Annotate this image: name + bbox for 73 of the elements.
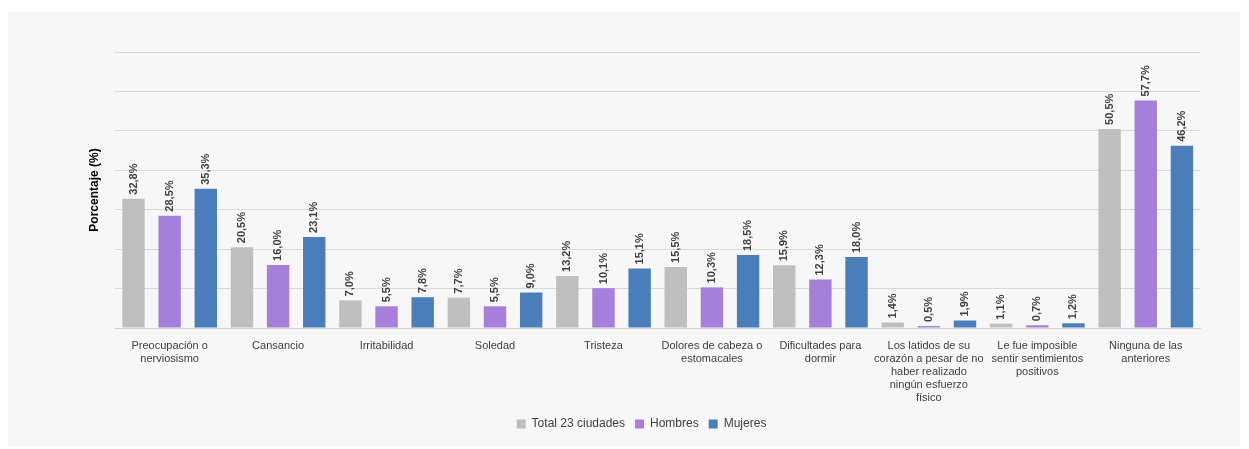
bar	[953, 320, 977, 328]
bar	[194, 188, 217, 328]
bar	[411, 297, 434, 328]
bar	[989, 323, 1013, 328]
bar	[447, 297, 471, 328]
bar	[375, 306, 398, 328]
bar	[158, 215, 181, 328]
x-tick-label: Irritabilidad	[359, 338, 414, 351]
data-label: 10,3%	[704, 251, 717, 284]
bar	[230, 247, 254, 328]
bar	[339, 300, 362, 328]
bar	[881, 322, 904, 328]
x-tick-label: Dolores de cabeza o estomacales	[661, 338, 763, 364]
x-tick-label: Los latidos de su corazón a pesar de no haber realizado ningún esfuerzo físico	[874, 338, 984, 404]
data-label: 7,8%	[415, 267, 428, 294]
bar	[628, 268, 651, 328]
bar	[483, 306, 507, 328]
data-label: 46,2%	[1174, 110, 1187, 142]
data-label: 12,3%	[813, 244, 826, 276]
x-tick-label: Soledad	[474, 338, 516, 351]
data-label: 13,2%	[560, 240, 573, 272]
data-label: 57,7%	[1138, 65, 1151, 97]
data-label: 20,5%	[234, 211, 247, 244]
data-label: 18,0%	[849, 221, 862, 254]
data-label: 7,7%	[451, 268, 464, 294]
data-label: 15,5%	[668, 231, 681, 263]
data-label: 15,9%	[777, 229, 790, 262]
data-label: 35,3%	[198, 153, 211, 185]
data-label: 18,5%	[741, 219, 754, 252]
bar	[845, 257, 868, 328]
bar	[1170, 145, 1194, 328]
data-label: 32,8%	[126, 163, 139, 195]
bar	[519, 292, 543, 328]
bar	[592, 288, 615, 328]
data-label: 16,0%	[271, 229, 284, 261]
legend-label: Mujeres	[723, 416, 767, 431]
data-label: 23,1%	[307, 201, 320, 233]
bar	[700, 287, 724, 328]
data-label: 1,1%	[994, 294, 1007, 320]
data-label: 1,4%	[885, 293, 898, 319]
x-tick-label: Ninguna de las anteriores	[1109, 338, 1183, 364]
data-label: 9,0%	[524, 263, 537, 289]
bar	[303, 236, 326, 328]
bar	[664, 266, 687, 328]
bar	[266, 264, 290, 328]
bar	[122, 198, 145, 328]
x-tick-label: Le fue imposible sentir sentimientos positivos	[991, 338, 1084, 378]
data-label: 1,9%	[958, 291, 971, 317]
data-label: 0,5%	[921, 296, 934, 323]
data-label: 5,5%	[488, 277, 501, 303]
bar	[556, 275, 579, 328]
x-tick-label: Preocupación o nerviosismo	[131, 338, 208, 364]
data-label: 28,5%	[162, 180, 175, 212]
x-tick-label: Dificultades para dormir	[779, 338, 863, 364]
data-label: 10,1%	[596, 252, 609, 285]
x-tick-label: Tristeza	[584, 338, 624, 351]
bar	[809, 279, 832, 328]
bar	[773, 265, 796, 328]
data-label: 1,2%	[1066, 293, 1079, 320]
x-tick-label: Cansancio	[252, 338, 305, 351]
legend-label: Hombres	[650, 416, 699, 431]
data-label: 15,1%	[632, 233, 645, 265]
bar	[1098, 128, 1121, 328]
bar	[736, 255, 760, 328]
bar	[1062, 323, 1085, 328]
y-axis-title: Porcentaje (%)	[86, 148, 101, 232]
data-label: 7,0%	[343, 271, 356, 297]
data-label: 50,5%	[1102, 93, 1115, 125]
data-label: 0,7%	[1030, 295, 1043, 322]
bar	[1134, 100, 1157, 328]
legend-label: Total 23 ciudades	[531, 416, 626, 431]
bar	[1026, 325, 1049, 328]
data-label: 5,5%	[379, 277, 392, 303]
